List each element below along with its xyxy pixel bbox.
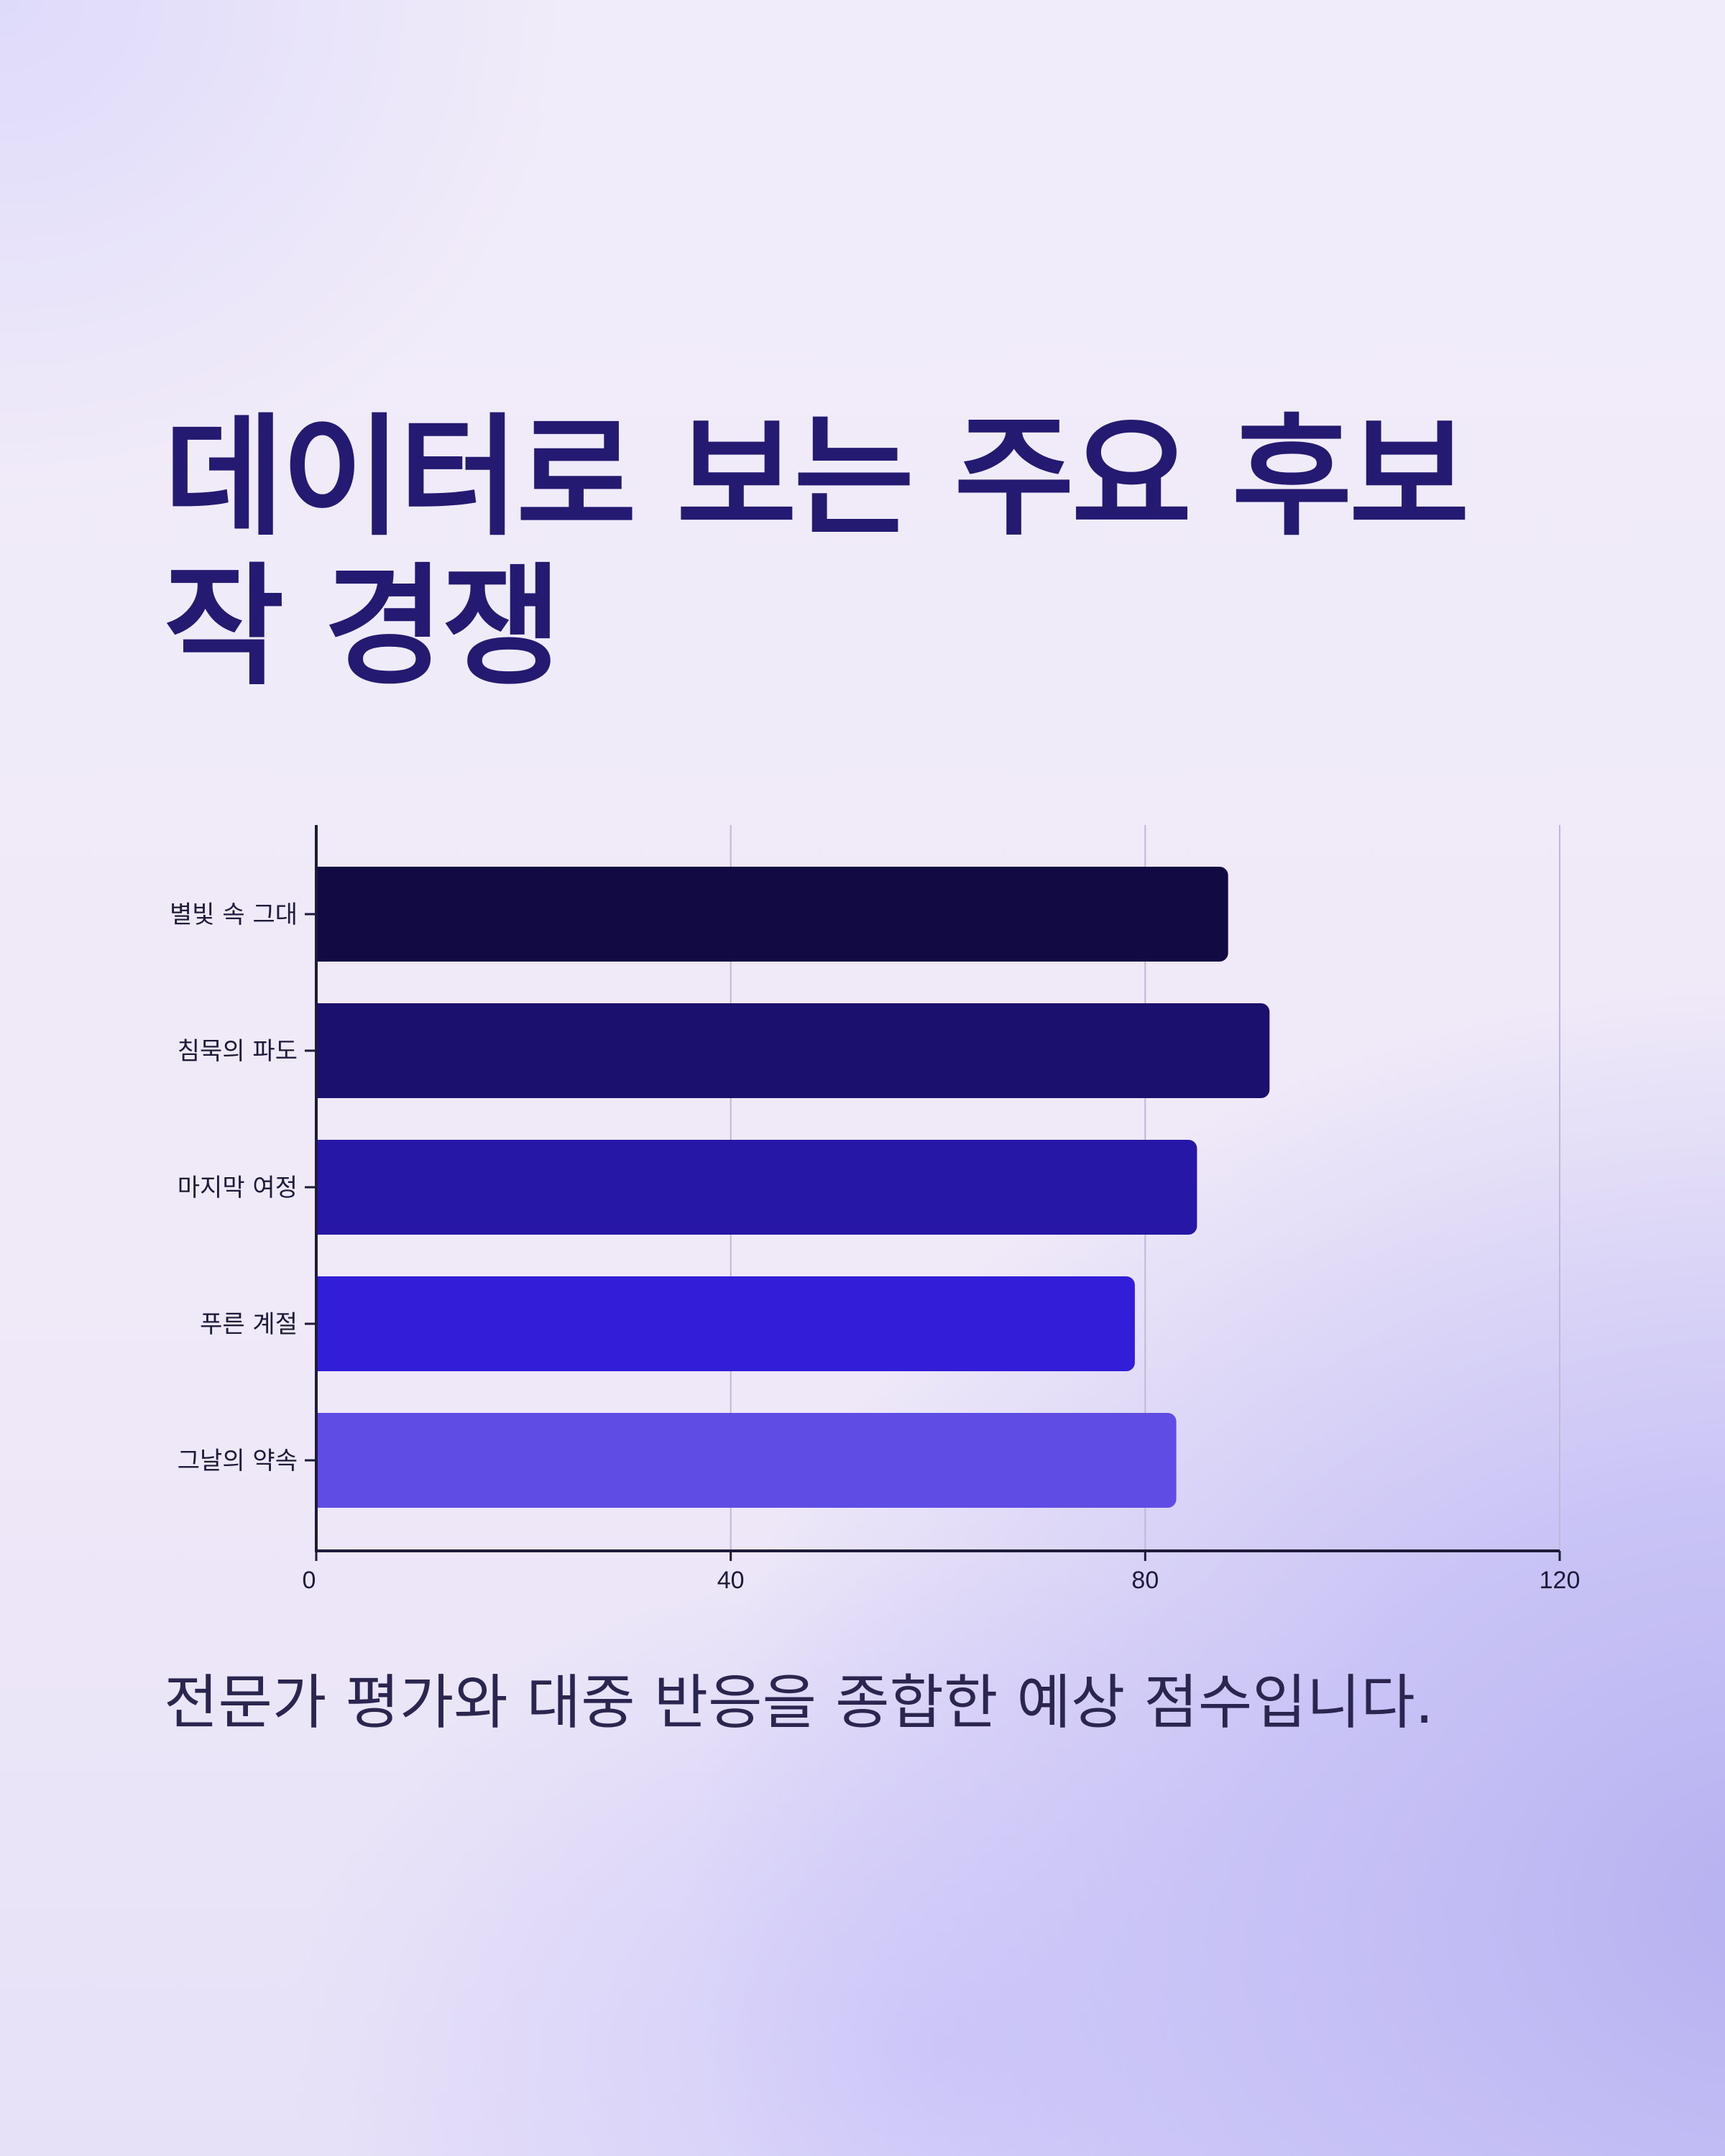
x-tick-label: 120 — [1540, 1567, 1581, 1594]
bar-edge — [316, 867, 326, 962]
bar-edge — [316, 1003, 326, 1098]
bars — [316, 867, 1270, 1508]
x-tick-label: 0 — [303, 1567, 316, 1594]
bar — [316, 1413, 1177, 1508]
axes — [305, 825, 1561, 1561]
chart-title: 데이터로 보는 주요 후보작 경쟁 — [164, 401, 1470, 703]
category-label: 푸른 계절 — [200, 1310, 298, 1339]
bar — [316, 867, 1228, 962]
bar-edge — [316, 1140, 326, 1235]
x-tick-label: 40 — [717, 1567, 745, 1594]
bar-edge — [316, 1413, 326, 1508]
bar — [316, 1140, 1197, 1235]
bar-edge — [316, 1276, 326, 1371]
category-label: 마지막 여정 — [178, 1174, 298, 1202]
bar — [316, 1276, 1135, 1371]
x-tick-label: 80 — [1131, 1567, 1159, 1594]
bar — [316, 1003, 1270, 1098]
chart-caption: 전문가 평가와 대중 반응을 종합한 예상 점수입니다. — [164, 1669, 1434, 1737]
category-label: 그날의 약속 — [178, 1447, 298, 1475]
category-label: 침묵의 파도 — [178, 1037, 298, 1066]
category-label: 별빛 속 그대 — [170, 900, 298, 929]
